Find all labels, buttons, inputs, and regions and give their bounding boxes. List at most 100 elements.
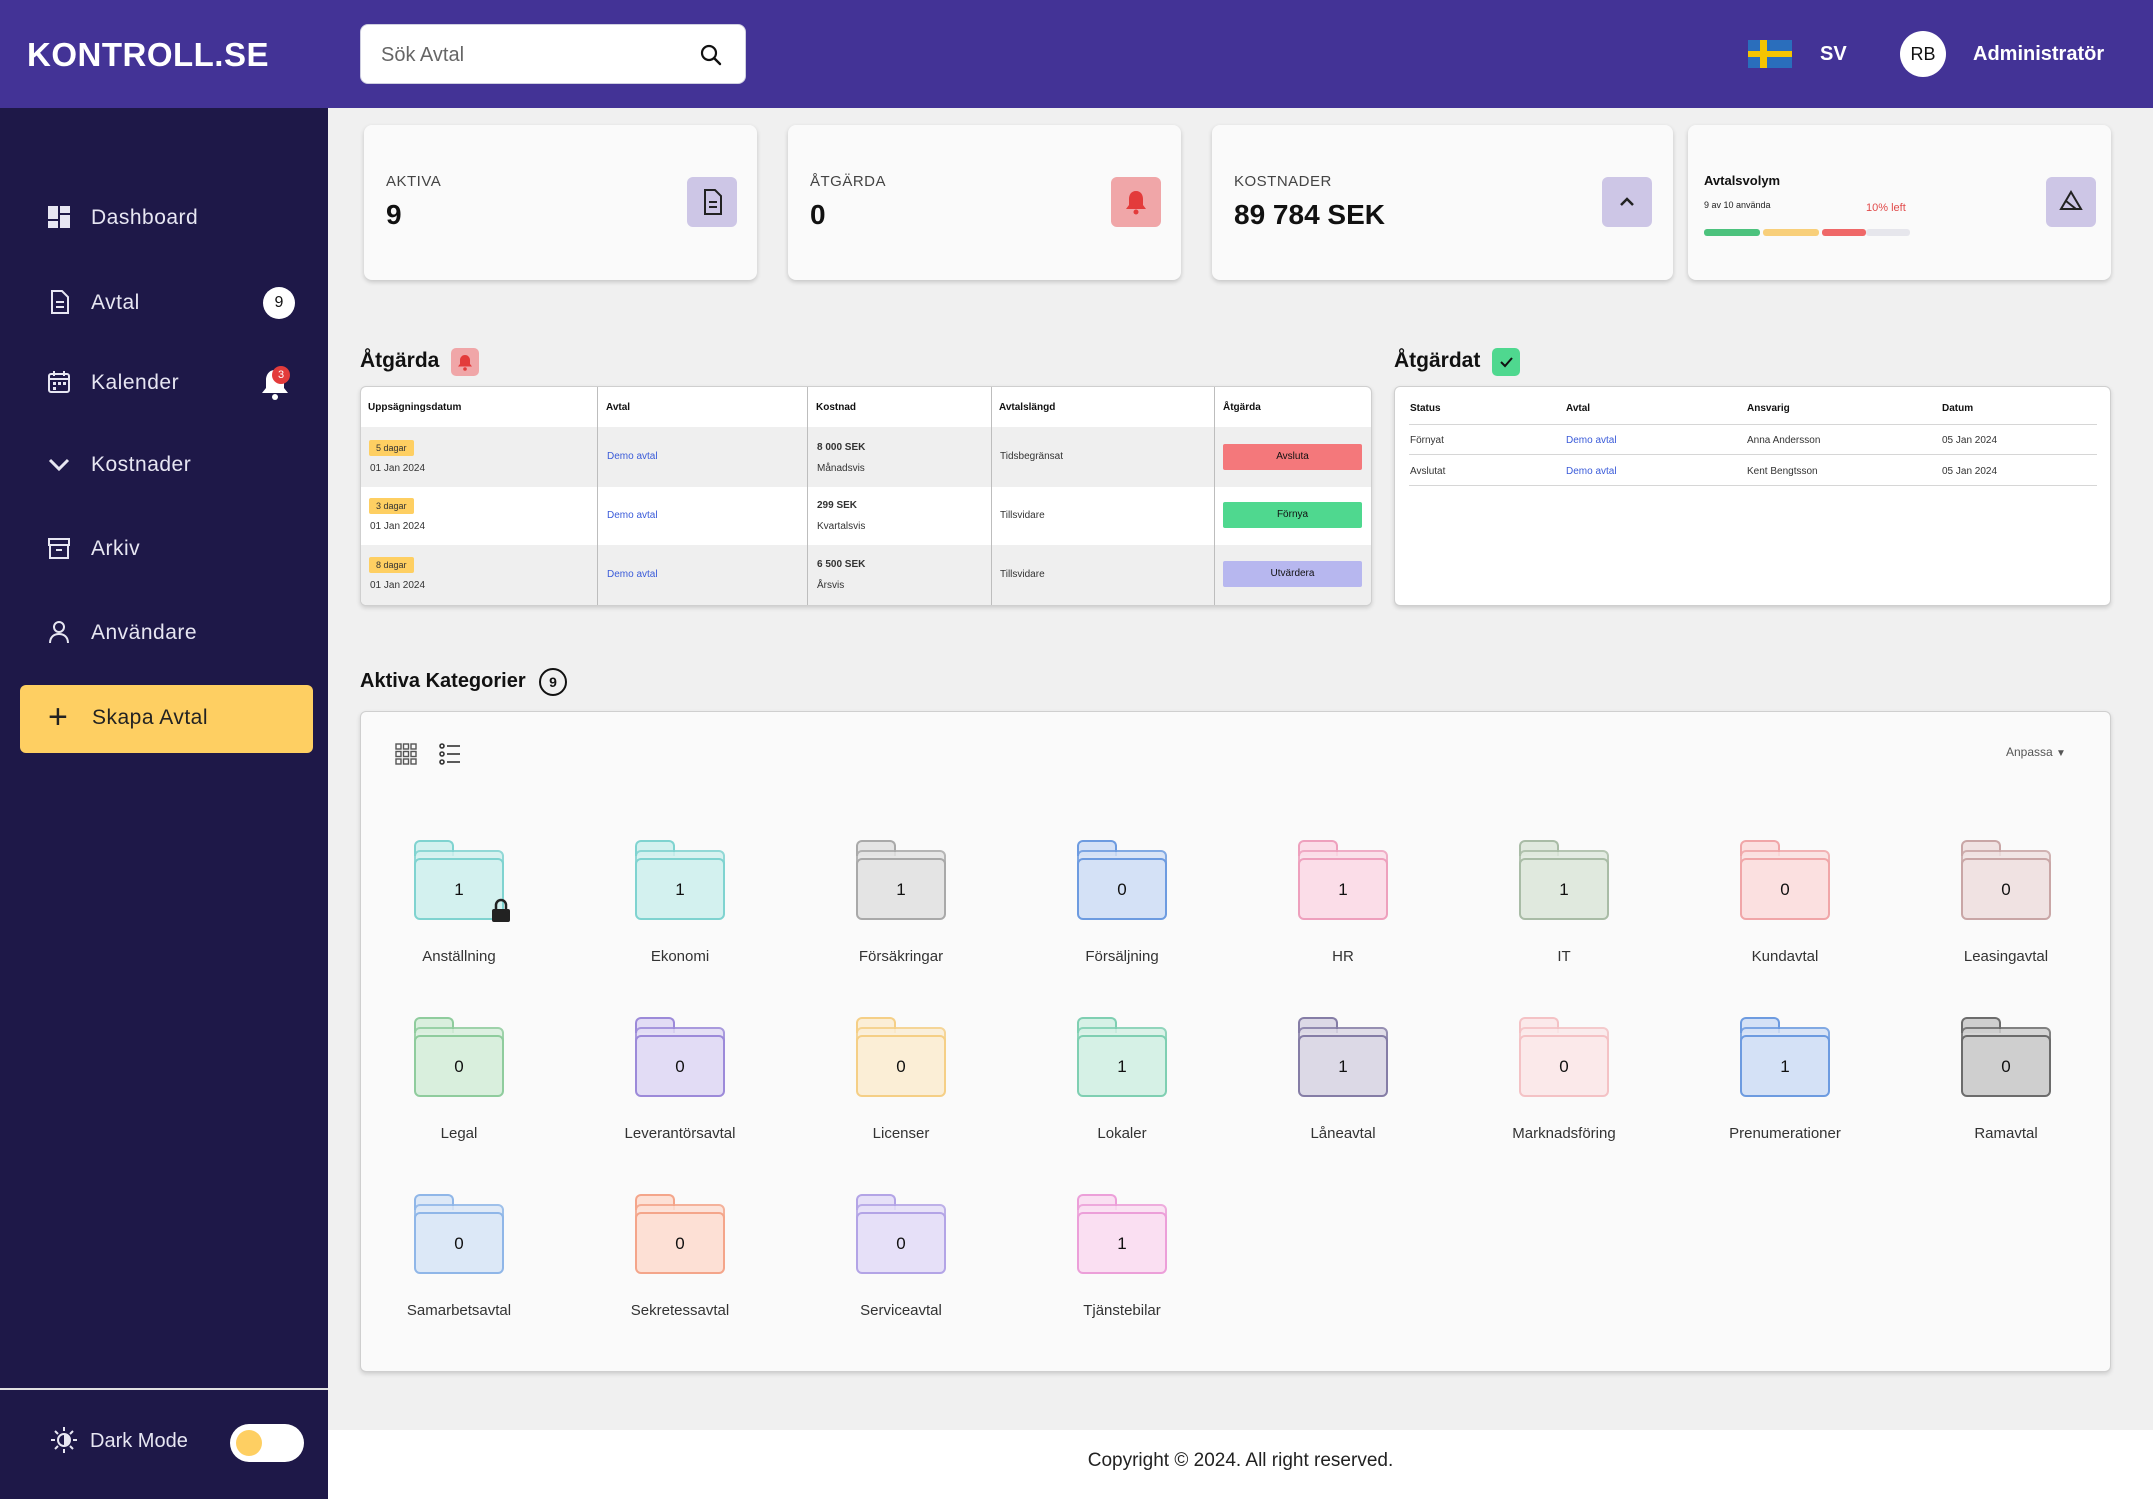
stat-value: 0	[810, 199, 826, 230]
user-role[interactable]: Administratör	[1973, 43, 2105, 65]
folder-icon: 1	[856, 840, 946, 920]
category-item[interactable]: 0 Leasingavtal	[1921, 840, 2071, 990]
folder-icon: 0	[856, 1194, 946, 1274]
category-item[interactable]: 1 Anställning	[374, 840, 524, 990]
sidebar-item-avtal[interactable]: Avtal	[46, 283, 306, 323]
action-date: 05 Jan 2024	[1942, 466, 1998, 477]
sidebar-divider	[0, 1388, 328, 1390]
contract-link[interactable]: Demo avtal	[607, 569, 658, 580]
create-contract-button[interactable]: + Skapa Avtal	[20, 685, 313, 753]
copyright-text: Copyright © 2024. All right reserved.	[1087, 1450, 1394, 1471]
swedish-flag-icon[interactable]	[1748, 40, 1792, 68]
category-count: 0	[675, 1234, 685, 1253]
chevron-up-icon[interactable]	[1602, 177, 1652, 227]
contract-link[interactable]: Demo avtal	[1566, 466, 1617, 477]
stat-card-kostnader: KOSTNADER 89 784 SEK	[1212, 125, 1673, 280]
top-header: KONTROLL.SE Sök Avtal SV RB Administratö…	[0, 0, 2153, 108]
cost-period: Kvartalsvis	[817, 521, 866, 532]
category-name: Försäljning	[1085, 948, 1159, 965]
category-count: 1	[675, 880, 685, 899]
avatar[interactable]: RB	[1900, 31, 1946, 77]
footer: Copyright © 2024. All right reserved.	[328, 1430, 2153, 1499]
sidebar-item-arkiv[interactable]: Arkiv	[46, 529, 306, 569]
column-header: Status	[1410, 403, 1441, 414]
atgarda-title: Åtgärda	[360, 349, 440, 372]
document-icon	[51, 290, 69, 314]
column-header: Kostnad	[816, 402, 856, 413]
folder-icon: 0	[1077, 840, 1167, 920]
check-icon	[1492, 348, 1520, 376]
create-contract-label: Skapa Avtal	[92, 706, 209, 729]
search-input[interactable]: Sök Avtal	[360, 24, 746, 84]
table-row[interactable]	[361, 427, 1371, 487]
evaluate-contract-button[interactable]: Utvärdera	[1223, 561, 1362, 587]
category-count: 1	[1338, 1057, 1348, 1076]
contract-length: Tidsbegränsat	[1000, 451, 1063, 462]
folder-icon: 1	[1519, 840, 1609, 920]
search-icon[interactable]	[699, 43, 723, 67]
language-selector[interactable]: SV	[1820, 43, 1847, 65]
folder-icon: 0	[414, 1017, 504, 1097]
app-logo[interactable]: KONTROLL.SE	[27, 36, 269, 73]
table-row[interactable]	[361, 487, 1371, 545]
sidebar-item-kalender[interactable]: Kalender	[46, 363, 306, 403]
category-item[interactable]: 1 Försäkringar	[816, 840, 966, 990]
category-count: 1	[1117, 1057, 1127, 1076]
category-item[interactable]: 0 Serviceavtal	[816, 1194, 966, 1344]
dark-mode-toggle[interactable]	[230, 1424, 304, 1462]
end-contract-button[interactable]: Avsluta	[1223, 444, 1362, 470]
category-item[interactable]: 1 IT	[1479, 840, 1629, 990]
category-name: Sekretessavtal	[630, 1302, 730, 1319]
bell-icon	[1111, 177, 1161, 227]
category-item[interactable]: 0 Sekretessavtal	[595, 1194, 745, 1344]
contract-link[interactable]: Demo avtal	[607, 451, 658, 462]
stat-label: AKTIVA	[386, 173, 442, 190]
category-count: 0	[1559, 1057, 1569, 1076]
folder-icon: 1	[1077, 1017, 1167, 1097]
folder-icon: 0	[635, 1017, 725, 1097]
table-row[interactable]	[361, 545, 1371, 605]
grid-view-icon[interactable]	[395, 743, 417, 765]
category-item[interactable]: 1 HR	[1258, 840, 1408, 990]
days-left-badge: 8 dagar	[369, 557, 414, 573]
stat-card-atgarda: ÅTGÄRDA 0	[788, 125, 1181, 280]
category-item[interactable]: 0 Ramavtal	[1921, 1017, 2071, 1167]
category-item[interactable]: 1 Låneavtal	[1258, 1017, 1408, 1167]
category-item[interactable]: 0 Försäljning	[1037, 840, 1187, 990]
sidebar-item-dashboard[interactable]: Dashboard	[46, 198, 306, 238]
categories-title: Aktiva Kategorier	[360, 670, 526, 692]
document-icon	[687, 177, 737, 227]
category-item[interactable]: 0 Samarbetsavtal	[374, 1194, 524, 1344]
category-item[interactable]: 0 Marknadsföring	[1479, 1017, 1629, 1167]
category-item[interactable]: 1 Ekonomi	[595, 840, 745, 990]
category-item[interactable]: 1 Lokaler	[1037, 1017, 1187, 1167]
category-item[interactable]: 0 Kundavtal	[1700, 840, 1850, 990]
sidebar-item-anvandare[interactable]: Användare	[46, 613, 306, 653]
list-view-icon[interactable]	[439, 743, 461, 765]
stat-card-avtalsvolym: Avtalsvolym 9 av 10 använda 10% left	[1688, 125, 2111, 280]
atgardat-table: Status Avtal Ansvarig Datum Förnyat Demo…	[1394, 386, 2111, 606]
caret-down-icon: ▼	[2056, 748, 2066, 759]
renew-contract-button[interactable]: Förnya	[1223, 502, 1362, 528]
column-header: Ansvarig	[1747, 403, 1790, 414]
category-item[interactable]: 1 Tjänstebilar	[1037, 1194, 1187, 1344]
category-item[interactable]: 0 Leverantörsavtal	[595, 1017, 745, 1167]
category-name: Marknadsföring	[1512, 1125, 1616, 1142]
volume-bar-remaining	[1866, 229, 1910, 236]
category-item[interactable]: 0 Licenser	[816, 1017, 966, 1167]
categories-count: 9	[539, 668, 567, 696]
contract-link[interactable]: Demo avtal	[607, 510, 658, 521]
category-count: 1	[1780, 1057, 1790, 1076]
contract-link[interactable]: Demo avtal	[1566, 435, 1617, 446]
cost-value: 8 000 SEK	[817, 442, 866, 453]
category-name: Kundavtal	[1751, 948, 1819, 965]
category-count: 1	[1338, 880, 1348, 899]
customize-dropdown[interactable]: Anpassa ▼	[2006, 745, 2066, 759]
category-item[interactable]: 1 Prenumerationer	[1700, 1017, 1850, 1167]
category-item[interactable]: 0 Legal	[374, 1017, 524, 1167]
sidebar-item-kostnader[interactable]: Kostnader	[46, 445, 306, 485]
category-count: 0	[1117, 880, 1127, 899]
responsible-person: Anna Andersson	[1747, 435, 1821, 446]
volume-remaining: 10% left	[1866, 202, 1906, 214]
sidebar-item-label: Dashboard	[91, 206, 199, 229]
